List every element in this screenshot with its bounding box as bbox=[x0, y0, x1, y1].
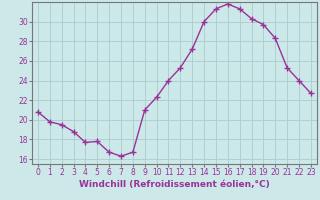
X-axis label: Windchill (Refroidissement éolien,°C): Windchill (Refroidissement éolien,°C) bbox=[79, 180, 270, 189]
